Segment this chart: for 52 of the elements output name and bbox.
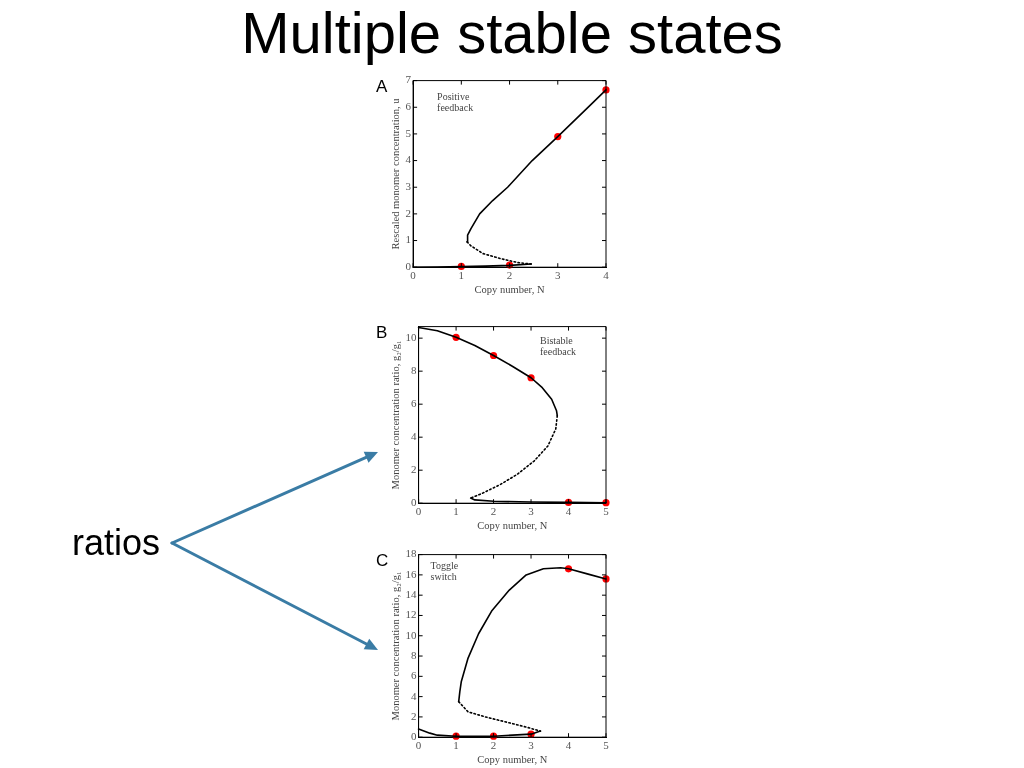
y-tick-label: 14 bbox=[405, 588, 418, 601]
x-tick-label: 2 bbox=[490, 504, 497, 517]
y-tick-label: 2 bbox=[405, 206, 412, 219]
y-axis-title: Rescaled monomer concentration, u bbox=[390, 97, 402, 250]
y-tick-label: 7 bbox=[405, 73, 412, 86]
annotation: Bistable feedback bbox=[540, 334, 578, 357]
y-tick-label: 4 bbox=[411, 689, 418, 702]
y-tick-label: 12 bbox=[405, 608, 417, 621]
y-tick-label: 1 bbox=[405, 233, 412, 246]
y-axis-title: Monomer concentration ratio, g₂/g₁ bbox=[390, 340, 402, 490]
y-tick-label: 0 bbox=[405, 260, 412, 273]
x-tick-label: 1 bbox=[453, 738, 459, 751]
x-tick-label: 5 bbox=[603, 738, 610, 751]
text: B bbox=[376, 322, 388, 342]
x-tick-label: 3 bbox=[528, 504, 535, 517]
y-tick-label: 8 bbox=[411, 364, 418, 377]
x-axis-title: Copy number, N bbox=[477, 754, 548, 766]
x-tick-label: 4 bbox=[565, 738, 572, 751]
x-tick-label: 2 bbox=[506, 268, 513, 281]
y-tick-label: 4 bbox=[411, 430, 418, 443]
x-axis-title: Copy number, N bbox=[477, 520, 548, 532]
annotation: Positive feedback bbox=[437, 90, 475, 113]
x-tick-label: 1 bbox=[458, 268, 465, 281]
y-tick-label: 6 bbox=[405, 100, 412, 113]
y-tick-label: 16 bbox=[405, 567, 418, 580]
text: ratios bbox=[72, 522, 161, 563]
y-tick-label: 5 bbox=[405, 126, 412, 139]
x-tick-label: 3 bbox=[528, 738, 535, 751]
x-tick-label: 1 bbox=[453, 504, 459, 517]
y-tick-label: 10 bbox=[405, 628, 418, 641]
y-tick-label: 6 bbox=[411, 397, 418, 410]
y-tick-label: 3 bbox=[405, 180, 412, 193]
y-axis-title: Monomer concentration ratio, g₂/g₁ bbox=[390, 571, 402, 721]
y-tick-label: 2 bbox=[411, 463, 417, 476]
x-tick-label: 3 bbox=[555, 268, 562, 281]
y-tick-label: 10 bbox=[405, 331, 418, 344]
y-tick-label: 8 bbox=[411, 648, 418, 661]
x-tick-label: 4 bbox=[603, 268, 610, 281]
text: A bbox=[376, 76, 388, 96]
x-tick-label: 5 bbox=[603, 504, 610, 517]
y-tick-label: 0 bbox=[411, 730, 418, 743]
chart-title: Multiple stable states bbox=[240, 0, 784, 66]
y-tick-label: 18 bbox=[405, 547, 418, 560]
y-tick-label: 4 bbox=[405, 153, 412, 166]
x-axis-title: Copy number, N bbox=[474, 284, 545, 296]
x-tick-label: 4 bbox=[565, 504, 572, 517]
x-tick-label: 2 bbox=[490, 738, 497, 751]
text: C bbox=[376, 550, 389, 570]
y-tick-label: 0 bbox=[411, 496, 418, 509]
annotation: Toggle switch bbox=[430, 559, 460, 582]
y-tick-label: 2 bbox=[411, 709, 417, 722]
y-tick-label: 6 bbox=[411, 669, 418, 682]
